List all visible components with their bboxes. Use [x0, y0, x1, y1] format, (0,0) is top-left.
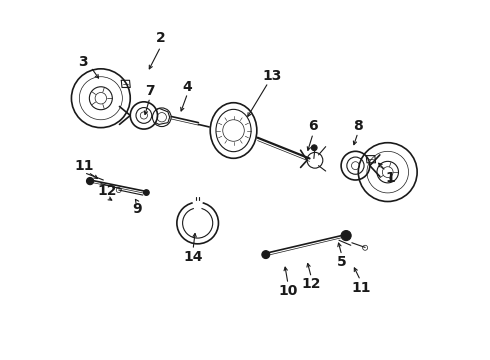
Circle shape — [87, 177, 94, 185]
Text: 1: 1 — [385, 171, 395, 185]
Text: 7: 7 — [145, 84, 155, 98]
Text: 14: 14 — [183, 250, 203, 264]
Text: 5: 5 — [337, 256, 347, 270]
Text: 11: 11 — [352, 280, 371, 294]
Text: 12: 12 — [97, 184, 117, 198]
Text: 6: 6 — [308, 119, 318, 133]
Circle shape — [262, 251, 270, 258]
Text: 3: 3 — [78, 55, 88, 69]
Circle shape — [311, 145, 317, 150]
Wedge shape — [193, 202, 202, 210]
Text: 9: 9 — [133, 202, 142, 216]
Circle shape — [341, 230, 351, 240]
Text: 8: 8 — [353, 119, 363, 133]
Text: 10: 10 — [278, 284, 298, 298]
Circle shape — [144, 190, 149, 195]
Text: 11: 11 — [74, 159, 94, 173]
Text: 4: 4 — [183, 80, 193, 94]
Text: 12: 12 — [301, 277, 321, 291]
Text: 13: 13 — [262, 69, 282, 83]
Text: 2: 2 — [156, 31, 166, 45]
